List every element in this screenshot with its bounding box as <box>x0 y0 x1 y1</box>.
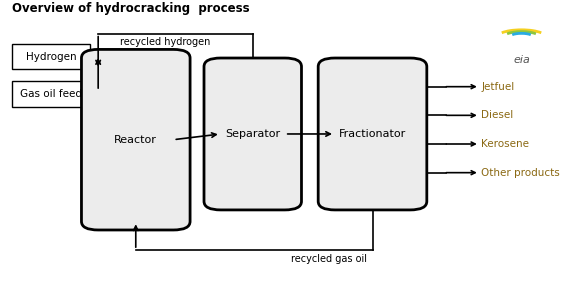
Text: recycled gas oil: recycled gas oil <box>291 254 367 264</box>
Text: Jetfuel: Jetfuel <box>482 82 514 92</box>
Text: recycled hydrogen: recycled hydrogen <box>120 37 211 47</box>
FancyBboxPatch shape <box>204 58 301 210</box>
Text: Diesel: Diesel <box>482 110 514 120</box>
FancyBboxPatch shape <box>318 58 427 210</box>
Text: Separator: Separator <box>225 129 281 139</box>
Text: Kerosene: Kerosene <box>482 139 529 149</box>
FancyBboxPatch shape <box>12 44 90 69</box>
Text: Overview of hydrocracking  process: Overview of hydrocracking process <box>12 2 249 15</box>
Text: eia: eia <box>513 55 530 65</box>
Text: Fractionator: Fractionator <box>339 129 406 139</box>
Text: Reactor: Reactor <box>114 135 157 145</box>
Text: Hydrogen: Hydrogen <box>25 52 76 62</box>
FancyBboxPatch shape <box>12 81 90 107</box>
FancyBboxPatch shape <box>81 50 190 230</box>
Text: Other products: Other products <box>482 168 560 178</box>
Text: Gas oil feed: Gas oil feed <box>20 89 82 99</box>
